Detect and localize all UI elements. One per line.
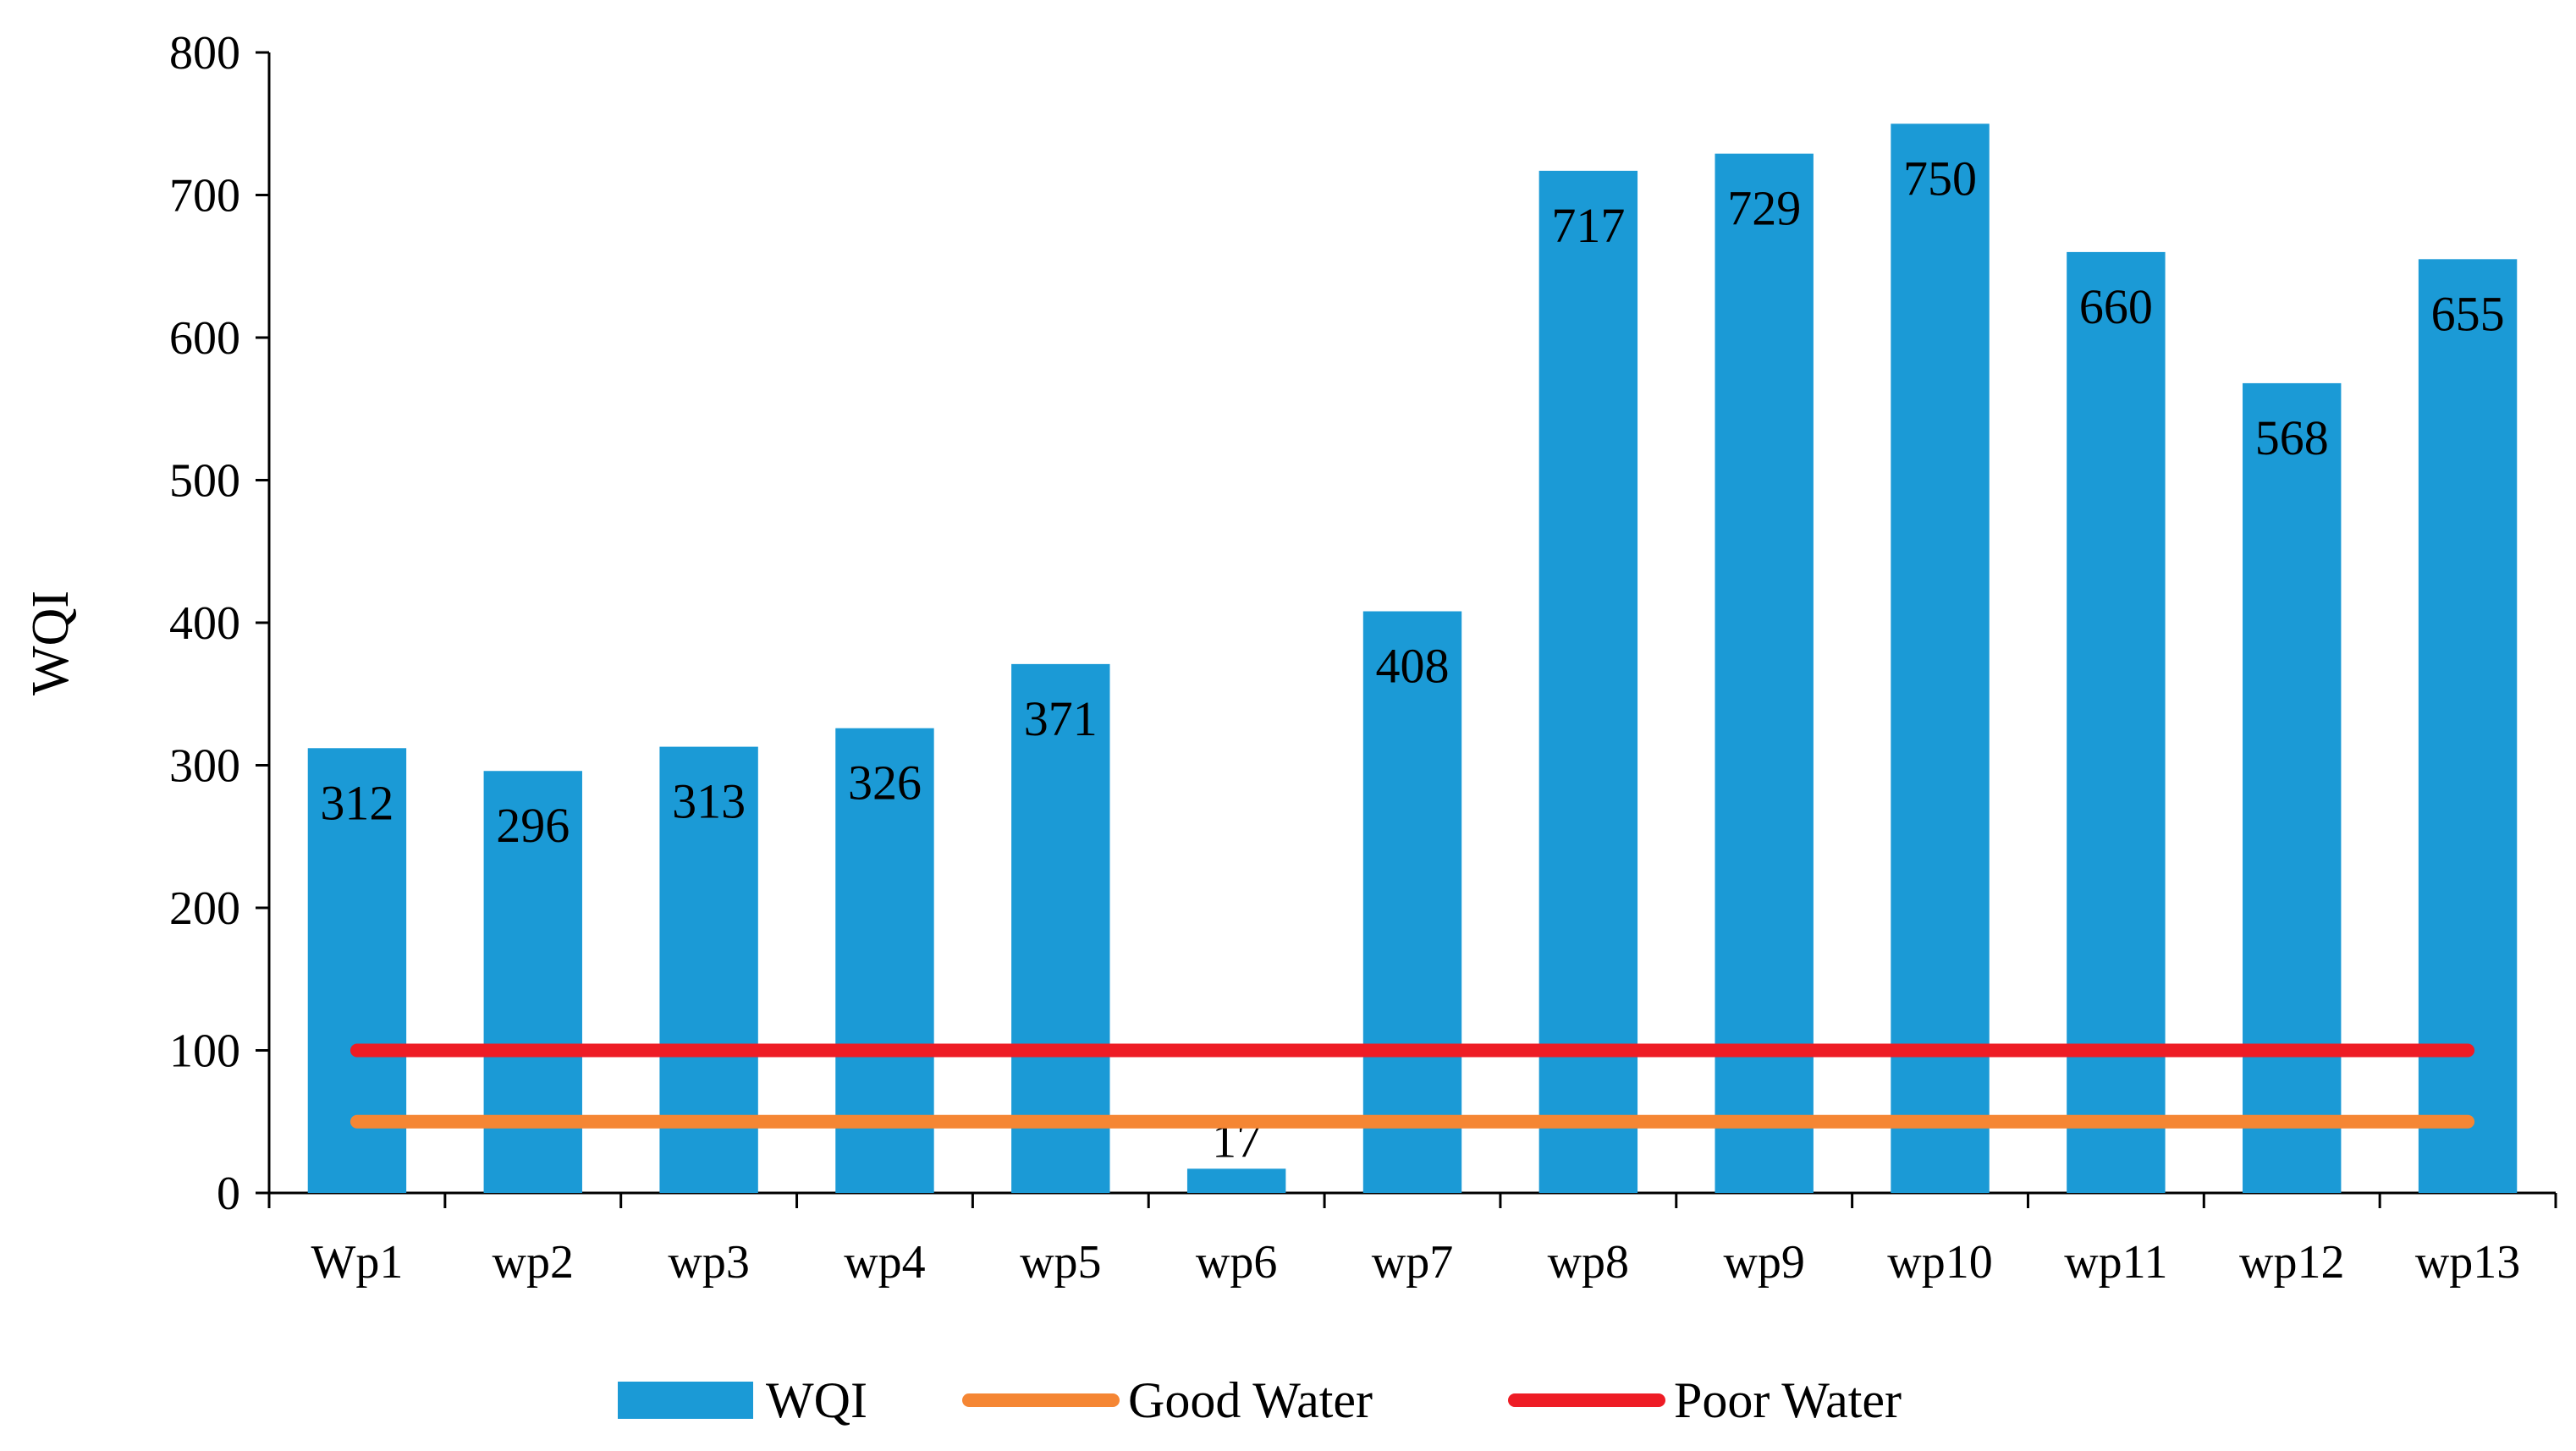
bar-wp13[interactable] — [2418, 259, 2518, 1194]
category-label-wp5: wp5 — [1020, 1236, 1101, 1289]
bar-wp8[interactable] — [1538, 170, 1638, 1194]
y-tick-label: 100 — [169, 1025, 240, 1078]
bar-wp10[interactable] — [1891, 124, 1990, 1193]
bar-wp5[interactable] — [1011, 663, 1110, 1193]
data-label-wp13: 655 — [2431, 286, 2505, 341]
legend-label-poor-water[interactable]: Poor Water — [1674, 1372, 1902, 1428]
legend-label-good-water[interactable]: Good Water — [1128, 1372, 1373, 1428]
y-tick-label: 500 — [169, 455, 240, 508]
legend-swatch-wqi[interactable] — [618, 1382, 753, 1419]
tick-labels: 0 100 200 300 400 500 600 700 800 — [169, 27, 240, 1220]
data-label-wp11: 660 — [2079, 279, 2153, 334]
category-label-wp10: wp10 — [1887, 1236, 1992, 1289]
category-label-wp3: wp3 — [668, 1236, 749, 1289]
data-label-wp2: 296 — [496, 798, 570, 853]
legend[interactable]: WQI Good Water Poor Water — [618, 1372, 1902, 1428]
category-label-wp9: wp9 — [1723, 1236, 1804, 1289]
bar-wp7[interactable] — [1362, 611, 1462, 1193]
axes — [256, 51, 2557, 1208]
threshold-lines — [350, 1043, 2475, 1129]
data-label-wp5: 371 — [1024, 691, 1098, 746]
y-tick-label: 600 — [169, 312, 240, 365]
legend-label-wqi[interactable]: WQI — [766, 1372, 867, 1428]
category-label-Wp1: Wp1 — [311, 1236, 403, 1289]
y-tick-label: 300 — [169, 740, 240, 793]
category-label-wp7: wp7 — [1372, 1236, 1453, 1289]
data-label-wp12: 568 — [2255, 410, 2329, 465]
y-tick-label: 200 — [169, 882, 240, 935]
category-label-wp6: wp6 — [1196, 1236, 1277, 1289]
y-tick-label: 700 — [169, 170, 240, 223]
category-label-wp4: wp4 — [844, 1236, 925, 1289]
bar-wp11[interactable] — [2067, 251, 2166, 1193]
category-label-wp8: wp8 — [1548, 1236, 1629, 1289]
category-label-wp12: wp12 — [2239, 1236, 2344, 1289]
y-tick-label: 0 — [217, 1168, 240, 1220]
y-tick-label: 800 — [169, 27, 240, 80]
data-label-wp8: 717 — [1551, 198, 1625, 253]
bar-wp12[interactable] — [2243, 382, 2342, 1193]
bar-wp9[interactable] — [1715, 153, 1814, 1193]
y-tick-label: 400 — [169, 597, 240, 650]
data-label-wp10: 750 — [1903, 151, 1977, 206]
y-axis-title: WQI — [22, 591, 80, 695]
data-label-wp9: 729 — [1727, 181, 1801, 236]
data-label-wp3: 313 — [672, 774, 746, 829]
data-label-wp4: 326 — [848, 756, 922, 811]
category-label-wp2: wp2 — [493, 1236, 574, 1289]
category-label-wp13: wp13 — [2415, 1236, 2520, 1289]
category-label-wp11: wp11 — [2064, 1236, 2167, 1289]
bar-wp6[interactable] — [1186, 1168, 1286, 1193]
data-label-Wp1: 312 — [320, 775, 394, 830]
category-labels: Wp1 wp2 wp3 wp4 wp5 wp6 wp7 wp8 wp9 wp10 wp11 wp12 w… — [311, 1236, 2520, 1289]
data-label-wp7: 408 — [1376, 639, 1450, 694]
